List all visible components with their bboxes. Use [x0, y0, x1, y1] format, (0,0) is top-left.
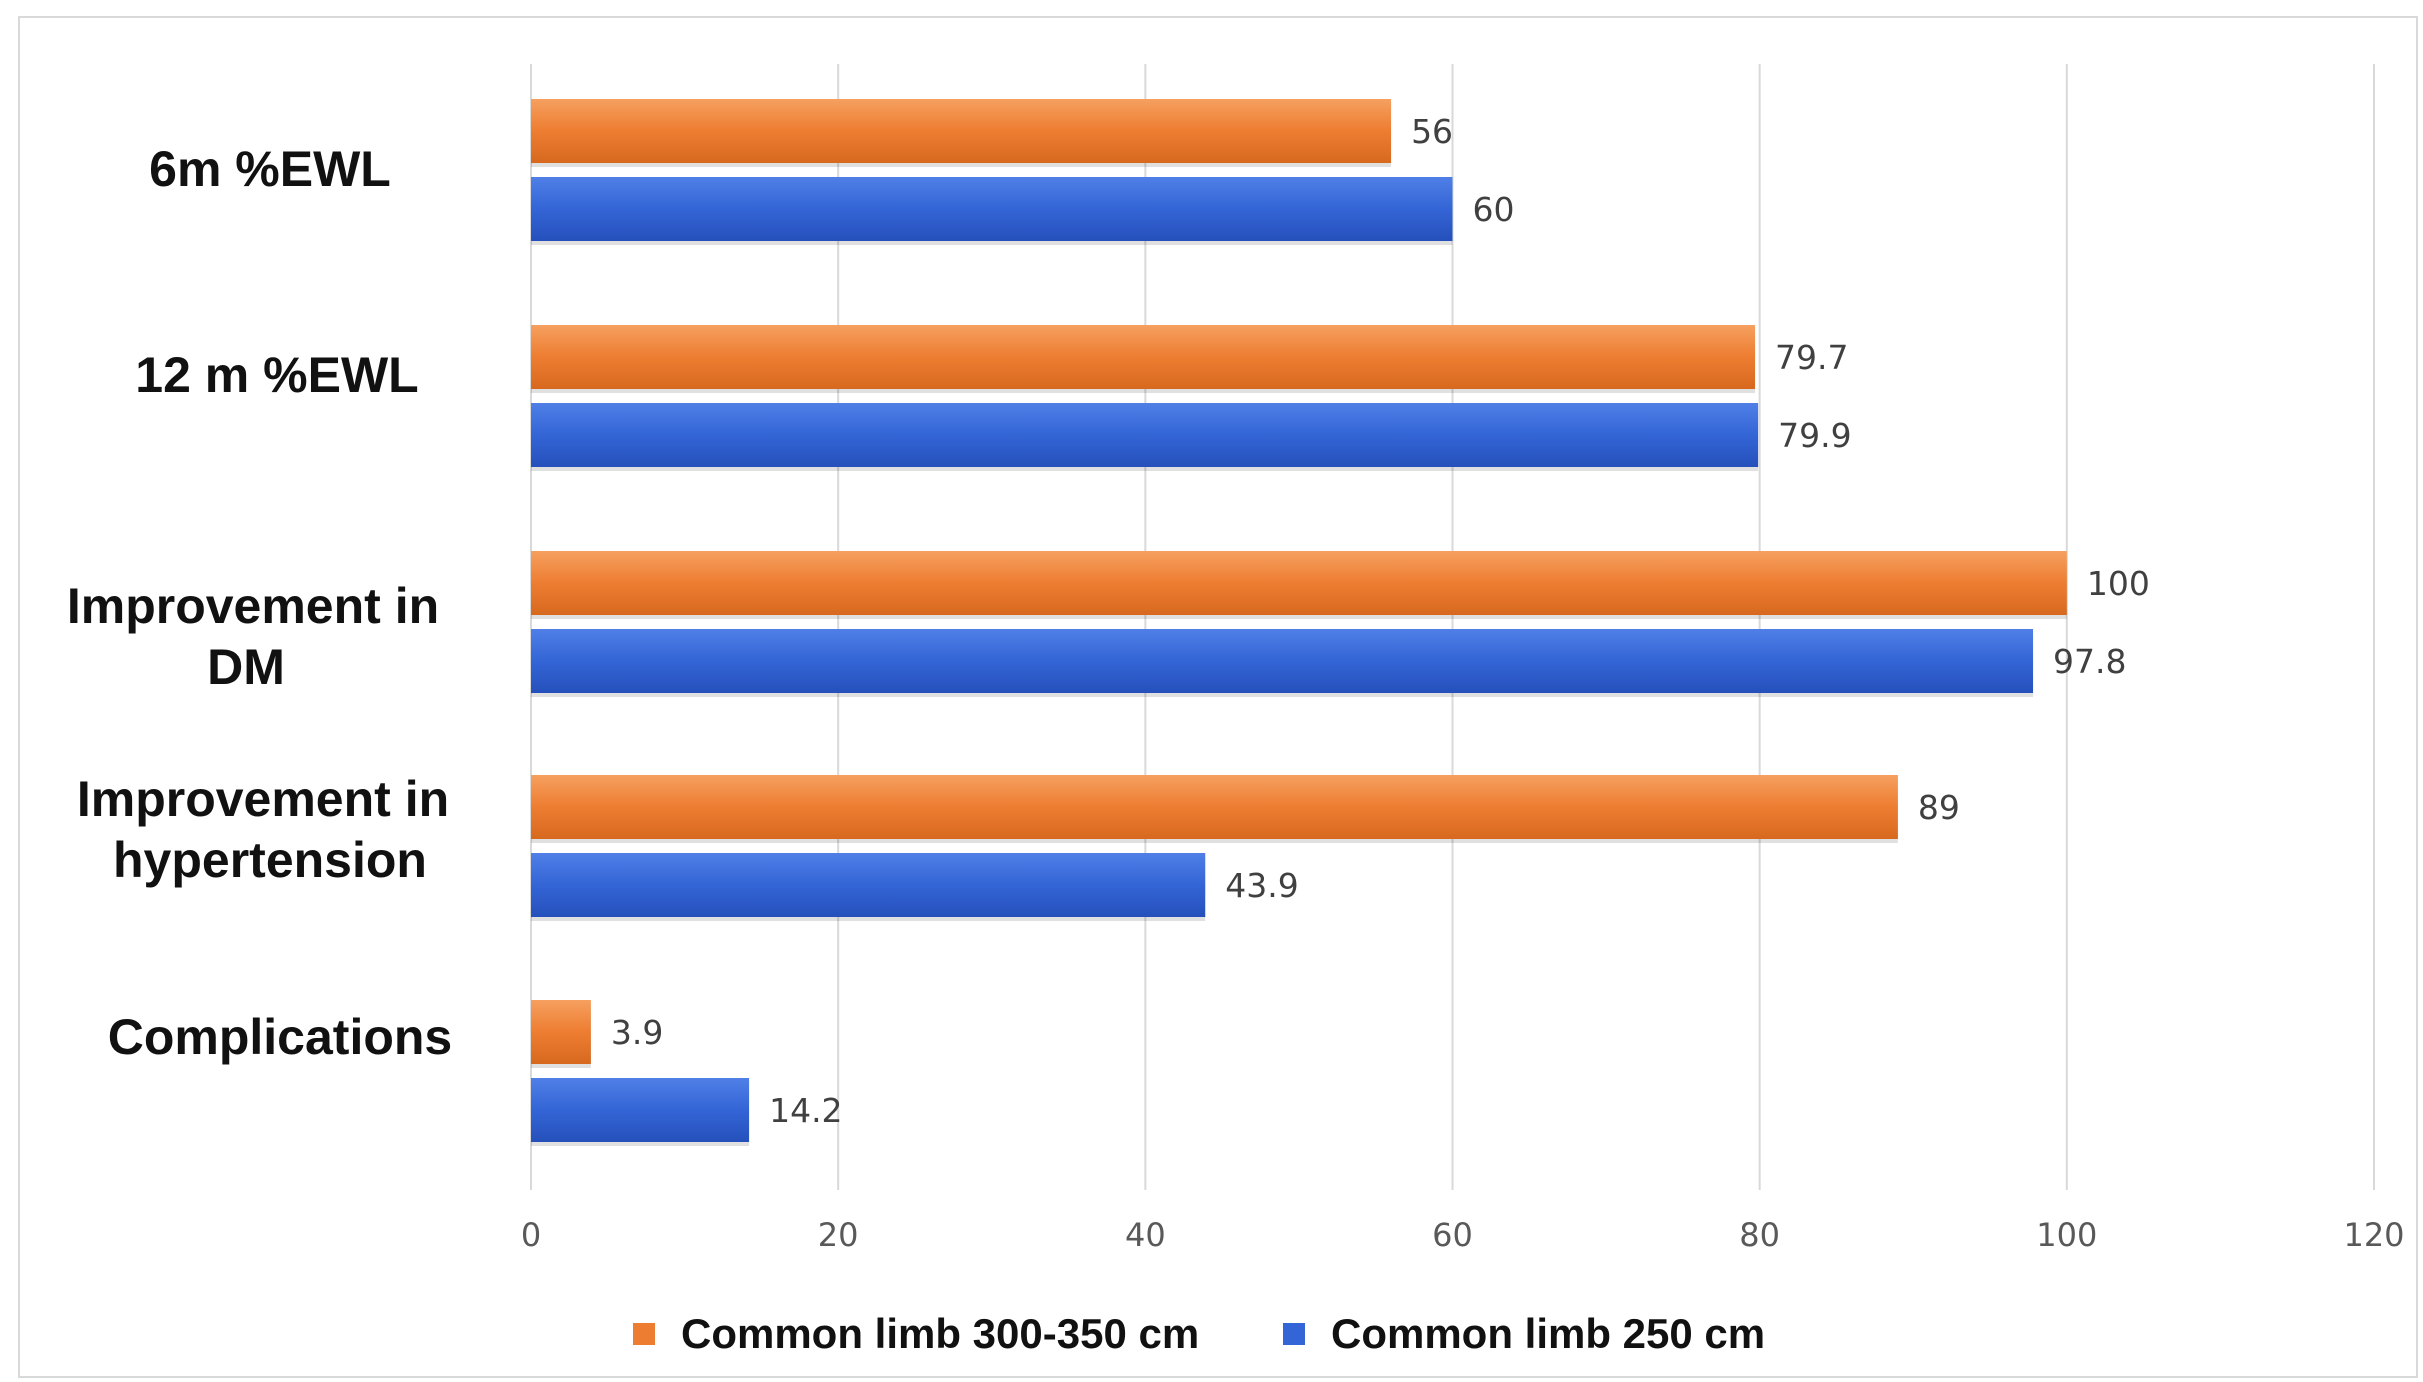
bar-chart: 56 60 79.7 79.9 100 97.8 89 43.9 3.9 14.2 6m %EWL… [67, 64, 2405, 1357]
value-label: 60 [1473, 190, 1515, 229]
x-tick-labels: 0 20 40 60 80 100 120 [521, 1216, 2405, 1254]
category-label: Improvement in DM [67, 578, 439, 695]
legend-swatch-common-limb-250 [1283, 1323, 1305, 1345]
bar-common-limb-250-1 [531, 403, 1759, 467]
category-label-line: hypertension [113, 832, 427, 888]
value-label: 56 [1411, 112, 1453, 151]
value-label: 3.9 [611, 1013, 663, 1052]
value-label: 14.2 [769, 1091, 842, 1130]
category-label: 12 m %EWL [135, 347, 418, 403]
value-label: 100 [2087, 564, 2150, 603]
bars [531, 99, 2067, 1146]
bar-common-limb-250-2 [531, 629, 2034, 693]
bar-common-limb-250-4 [531, 1078, 750, 1142]
bar-common-limb-300-350-2 [531, 551, 2067, 615]
legend-swatch-common-limb-300-350 [633, 1323, 655, 1345]
value-labels: 56 60 79.7 79.9 100 97.8 89 43.9 3.9 14.2 [611, 112, 2150, 1130]
bar-common-limb-300-350-3 [531, 775, 1898, 839]
legend-label: Common limb 250 cm [1331, 1310, 1765, 1357]
value-label: 97.8 [2053, 642, 2126, 681]
category-label: Improvement in hypertension [77, 771, 449, 888]
bar-common-limb-250-0 [531, 177, 1453, 241]
x-tick-label: 60 [1432, 1216, 1473, 1254]
category-label-line: Improvement in [67, 578, 439, 634]
bar-common-limb-300-350-4 [531, 1000, 591, 1064]
legend-label: Common limb 300-350 cm [681, 1310, 1199, 1357]
value-label: 43.9 [1225, 866, 1298, 905]
x-tick-label: 120 [2343, 1216, 2404, 1254]
category-label: Complications [108, 1009, 452, 1065]
gridlines [530, 64, 2375, 1190]
category-label-line: DM [207, 639, 285, 695]
value-label: 89 [1918, 788, 1960, 827]
value-label: 79.7 [1775, 338, 1848, 377]
chart-frame: 56 60 79.7 79.9 100 97.8 89 43.9 3.9 14.2 6m %EWL… [18, 16, 2418, 1378]
x-tick-label: 0 [521, 1216, 541, 1254]
x-tick-label: 80 [1739, 1216, 1780, 1254]
bar-common-limb-300-350-0 [531, 99, 1392, 163]
category-label: 6m %EWL [149, 141, 391, 197]
bar-common-limb-250-3 [531, 853, 1206, 917]
x-tick-label: 20 [818, 1216, 859, 1254]
legend: Common limb 300-350 cm Common limb 250 cm [633, 1310, 1765, 1357]
x-tick-label: 100 [2036, 1216, 2097, 1254]
x-tick-label: 40 [1125, 1216, 1166, 1254]
value-label: 79.9 [1778, 416, 1851, 455]
bar-common-limb-300-350-1 [531, 325, 1756, 389]
category-label-line: Improvement in [77, 771, 449, 827]
